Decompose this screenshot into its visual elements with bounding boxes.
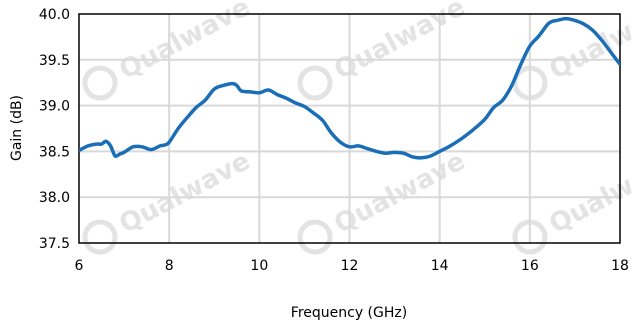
watermark-logo-icon [82, 65, 118, 101]
watermark-logo-icon [512, 219, 548, 255]
x-tick-label: 6 [75, 258, 84, 274]
series-layer [79, 16, 620, 160]
y-tick-label: 38.0 [39, 190, 70, 206]
watermark-layer: Qualwave Qualwave Qualwave Qualwave Qualwave… [82, 0, 632, 255]
x-tick-label: 10 [250, 258, 268, 274]
x-tick-labels: 6 8 10 12 14 16 18 [75, 258, 629, 274]
y-tick-label: 39.5 [39, 53, 70, 69]
y-tick-label: 38.5 [39, 144, 70, 160]
x-axis-label: Frequency (GHz) [291, 305, 407, 321]
plot-frame [78, 13, 621, 244]
watermark-text: Qualwave [545, 0, 632, 86]
x-tick-label: 14 [431, 258, 449, 274]
watermark-text: Qualwave [545, 146, 632, 240]
watermark-text: Qualwave [115, 146, 256, 240]
watermark-text: Qualwave [330, 146, 471, 240]
y-tick-label: 37.5 [39, 236, 70, 252]
x-tick-label: 18 [611, 258, 629, 274]
watermark-text: Qualwave [330, 0, 471, 86]
x-tick-label: 8 [165, 258, 174, 274]
grid-lines [79, 14, 620, 243]
watermark-text: Qualwave [115, 0, 256, 86]
watermark-logo-icon [297, 219, 333, 255]
watermark-mark: Qualwave [297, 0, 471, 101]
y-tick-label: 40.0 [39, 7, 70, 23]
watermark-mark: Qualwave [82, 146, 256, 255]
y-tick-labels: 37.5 38.0 38.5 39.0 39.5 40.0 [39, 7, 70, 252]
watermark-mark: Qualwave [512, 146, 632, 255]
x-tick-label: 12 [341, 258, 359, 274]
watermark-logo-icon [297, 65, 333, 101]
y-axis-label: Gain (dB) [9, 95, 25, 161]
watermark-logo-icon [512, 65, 548, 101]
gain-series-line [79, 16, 620, 160]
y-tick-label: 39.0 [39, 99, 70, 115]
watermark-mark: Qualwave [297, 146, 471, 255]
x-tick-label: 16 [521, 258, 539, 274]
watermark-logo-icon [82, 219, 118, 255]
watermark-mark: Qualwave [82, 0, 256, 101]
